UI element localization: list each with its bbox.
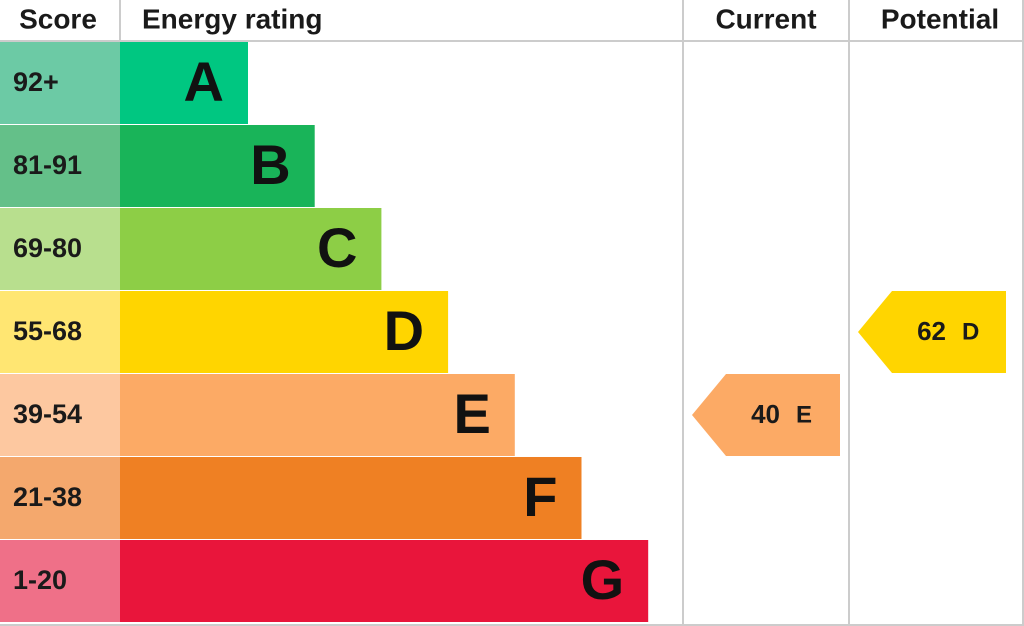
current-score: 40 [751, 399, 780, 429]
score-range: 81-91 [13, 150, 82, 180]
score-range: 69-80 [13, 233, 82, 263]
score-cell [0, 457, 120, 539]
rating-bar [120, 125, 315, 207]
rating-bar [120, 42, 248, 124]
rating-bar [120, 374, 515, 456]
rating-bar [120, 540, 649, 622]
potential-arrow [858, 291, 1006, 373]
rating-bar [120, 457, 582, 539]
current-arrow [692, 374, 840, 456]
rating-letter: F [523, 465, 557, 528]
score-cell [0, 208, 120, 290]
rating-bar [120, 208, 382, 290]
score-cell [0, 125, 120, 207]
rating-letter: D [384, 299, 424, 362]
score-cell [0, 374, 120, 456]
header-potential: Potential [881, 3, 999, 34]
score-range: 92+ [13, 67, 59, 97]
score-range: 1-20 [13, 565, 67, 595]
header-current: Current [715, 3, 816, 34]
rating-letter: B [250, 133, 290, 196]
rating-letter: C [317, 216, 357, 279]
header-score: Score [19, 3, 97, 34]
rating-letter: G [581, 548, 625, 611]
score-cell [0, 540, 120, 622]
rating-bar [120, 291, 449, 373]
score-cell [0, 291, 120, 373]
score-cell [0, 42, 120, 124]
score-range: 21-38 [13, 482, 82, 512]
current-rating: E [796, 401, 812, 428]
score-range: 55-68 [13, 316, 82, 346]
rating-letter: E [453, 382, 490, 445]
score-range: 39-54 [13, 399, 82, 429]
header-energy-rating: Energy rating [142, 3, 322, 34]
potential-rating: D [962, 318, 979, 345]
rating-letter: A [184, 50, 224, 113]
potential-score: 62 [917, 316, 946, 346]
